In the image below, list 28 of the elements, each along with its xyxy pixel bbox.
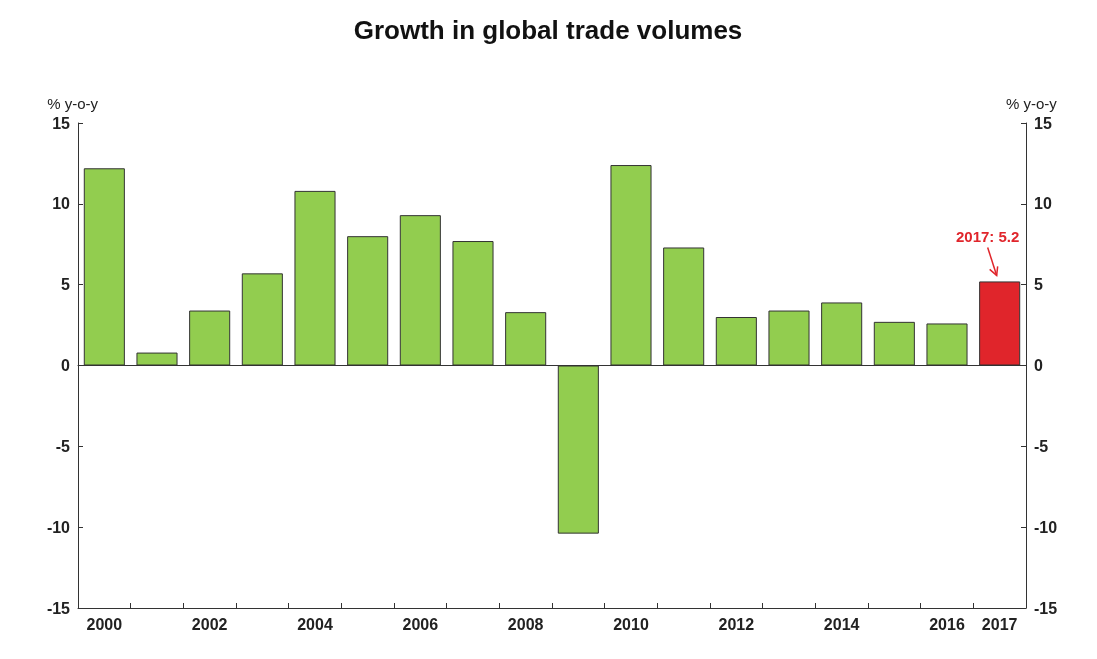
y2-tick-label: -15: [1034, 599, 1058, 617]
y-tick-label: -5: [55, 437, 71, 455]
y-tick-label: 0: [61, 357, 71, 374]
y2-tick-label: 10: [1034, 195, 1052, 213]
y-tick-label: 15: [52, 114, 71, 132]
x-tick-label: 2014: [823, 615, 860, 633]
y-tick-label: 10: [52, 195, 71, 213]
y2-axis-title: % y-o-y: [1006, 95, 1058, 112]
x-tick-label: 2010: [613, 615, 649, 633]
x-tick-label: 2006: [402, 615, 439, 633]
x-tick-label: 2008: [507, 615, 544, 633]
x-tick-label: 2002: [191, 615, 228, 633]
x-tick-label: 2016: [929, 615, 965, 633]
y2-tick-label: 5: [1034, 276, 1043, 294]
x-tick-label: 2017: [981, 615, 1018, 633]
y-axis-title: % y-o-y: [47, 95, 99, 112]
y-tick-label: -10: [46, 518, 71, 536]
y2-tick-label: -5: [1034, 437, 1049, 455]
x-tick-label: 2004: [297, 615, 333, 633]
x-tick-label: 2000: [86, 615, 123, 633]
y2-tick-label: -10: [1034, 518, 1058, 536]
y-tick-label: 5: [61, 276, 71, 294]
annotation: 2017: 5.2: [955, 228, 1020, 246]
chart-title: Growth in global trade volumes: [353, 15, 743, 45]
y2-tick-label: 15: [1034, 114, 1052, 132]
y-tick-label: -15: [46, 599, 71, 617]
x-tick-label: 2012: [718, 615, 755, 633]
y2-tick-label: 0: [1034, 357, 1043, 374]
